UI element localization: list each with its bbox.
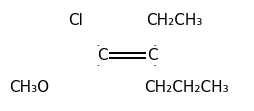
- Text: Cl: Cl: [68, 13, 83, 28]
- Text: C: C: [97, 48, 107, 63]
- Text: CH₂CH₃: CH₂CH₃: [145, 13, 202, 28]
- Text: C: C: [147, 48, 157, 63]
- Text: CH₂CH₂CH₃: CH₂CH₂CH₃: [144, 80, 228, 95]
- Text: CH₃O: CH₃O: [9, 80, 49, 95]
